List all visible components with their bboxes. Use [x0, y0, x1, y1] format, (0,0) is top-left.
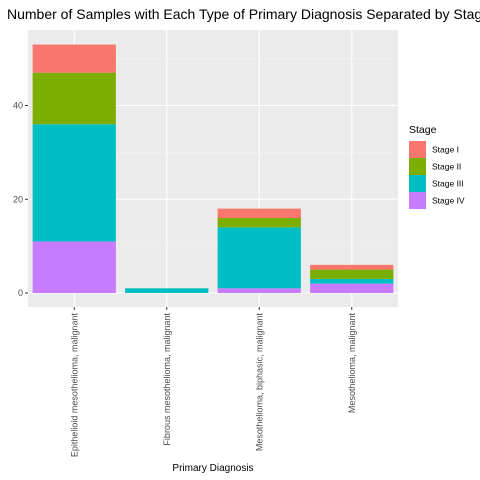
y-tick-label: 20 — [13, 194, 23, 204]
bar-segment — [32, 124, 116, 242]
bar-segment — [217, 227, 301, 289]
bar-segment — [217, 208, 301, 218]
x-axis: Epithelioid mesothelioma, malignant Fibro… — [69, 307, 357, 457]
legend-label: Stage I — [432, 145, 459, 155]
bar-segment — [125, 288, 209, 293]
bar-segment — [217, 288, 301, 293]
legend-label: Stage II — [432, 162, 461, 172]
x-axis-title: Primary Diagnosis — [172, 463, 253, 474]
legend-key — [409, 175, 426, 192]
x-tick-label: Mesothelioma, biphasic, malignant — [254, 313, 264, 452]
bars — [32, 44, 394, 293]
bar-segment — [310, 278, 394, 284]
legend-title: Stage — [409, 124, 437, 136]
y-tick-label: 0 — [18, 288, 23, 298]
bar-segment — [32, 241, 116, 293]
legend-label: Stage III — [432, 179, 464, 189]
legend-key — [409, 158, 426, 175]
bar-segment — [217, 218, 301, 228]
bar-segment — [310, 264, 394, 270]
bar-segment — [310, 283, 394, 293]
y-axis: 0 20 40 — [13, 101, 28, 298]
y-tick-label: 40 — [13, 101, 23, 111]
legend-label: Stage IV — [432, 196, 465, 206]
chart-title: Number of Samples with Each Type of Prim… — [7, 6, 480, 22]
bar-segment — [310, 269, 394, 279]
legend: Stage Stage I Stage II Stage III Stage IV — [409, 124, 465, 209]
legend-key — [409, 192, 426, 209]
bar-segment — [32, 44, 116, 73]
x-tick-label: Mesothelioma, malignant — [347, 313, 357, 414]
x-tick-label: Epithelioid mesothelioma, malignant — [69, 313, 79, 458]
x-tick-label: Fibrous mesothelioma, malignant — [162, 313, 172, 446]
legend-key — [409, 141, 426, 158]
bar-segment — [32, 72, 116, 125]
